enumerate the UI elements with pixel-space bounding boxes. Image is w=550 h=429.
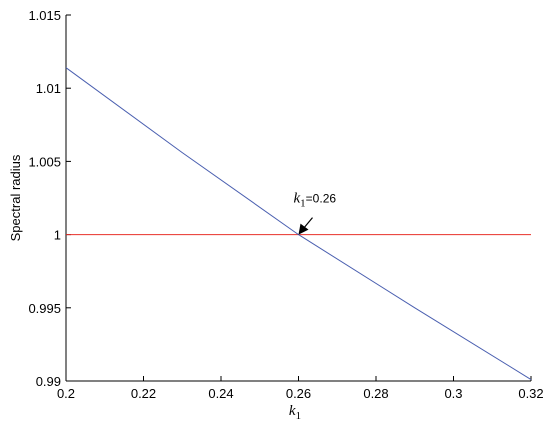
annotation-arrowhead (298, 223, 309, 235)
y-tick-label: 1.01 (36, 81, 61, 96)
x-tick-label: 0.22 (131, 386, 156, 401)
y-tick-label: 0.995 (28, 301, 61, 316)
x-tick-label: 0.3 (444, 386, 462, 401)
x-tick-label: 0.2 (57, 386, 75, 401)
x-tick-label: 0.26 (286, 386, 311, 401)
annotation: k1=0.26 (294, 191, 337, 210)
x-axis-label-symbol: k (289, 403, 296, 419)
x-axis-label: k1 (289, 403, 301, 422)
annotation-subscript: 1 (300, 198, 306, 210)
annotation-symbol: k (294, 191, 301, 207)
y-tick-label: 1 (54, 228, 61, 243)
x-axis-label-subscript: 1 (296, 410, 302, 422)
annotation-text: =0.26 (306, 192, 337, 206)
y-tick-label: 1.015 (28, 8, 61, 23)
y-tick-label: 0.99 (36, 374, 61, 389)
x-tick-label: 0.28 (363, 386, 388, 401)
x-tick-label: 0.24 (208, 386, 233, 401)
x-tick-label: 0.32 (518, 386, 543, 401)
line-series (65, 67, 532, 380)
y-tick-label: 1.005 (28, 154, 61, 169)
y-axis-label: Spectral radius (8, 154, 23, 241)
